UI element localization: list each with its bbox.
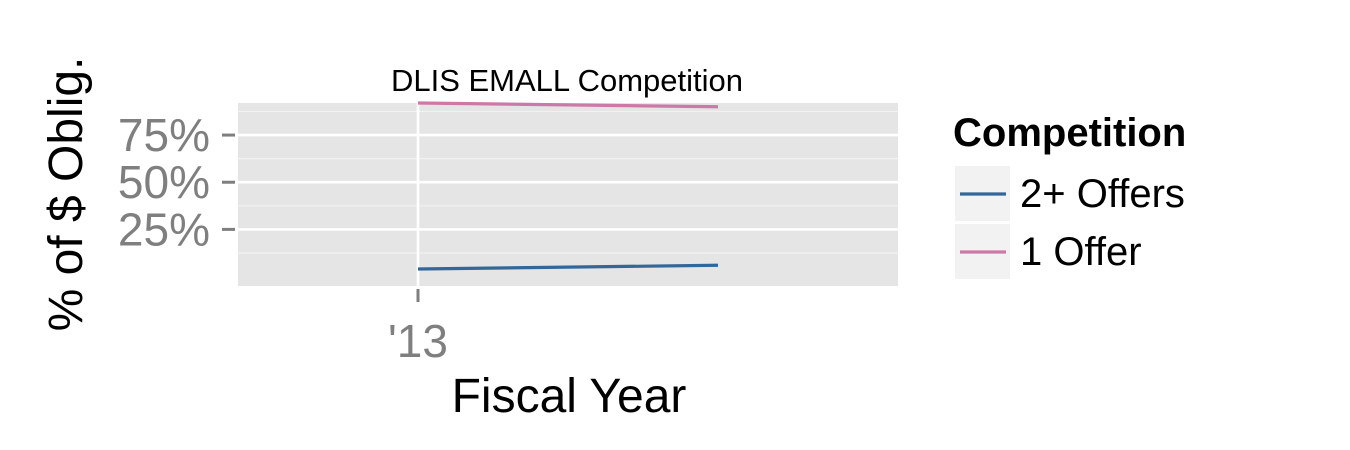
minor-grid xyxy=(238,110,898,254)
y-axis: 25%50%75% xyxy=(118,109,235,255)
y-tick-label: 25% xyxy=(118,203,210,255)
x-axis-label: Fiscal Year xyxy=(452,370,687,423)
y-tick-label: 75% xyxy=(118,109,210,161)
y-tick-label: 50% xyxy=(118,156,210,208)
y-axis-label: % of $ Oblig. xyxy=(40,57,93,332)
legend-title: Competition xyxy=(953,111,1186,155)
major-grid xyxy=(238,103,898,286)
series-lines xyxy=(417,101,719,271)
legend-label: 2+ Offers xyxy=(1020,172,1185,216)
legend: Competition 2+ Offers 1 Offer xyxy=(953,111,1186,279)
plot-panel xyxy=(238,103,898,286)
x-tick-label: '13 xyxy=(388,315,448,367)
series-line-single-offer xyxy=(417,101,719,109)
series-line-multi-offer xyxy=(417,263,719,271)
chart-title: DLIS EMALL Competition xyxy=(391,63,743,98)
x-axis: '13 xyxy=(388,289,448,367)
legend-label: 1 Offer xyxy=(1020,230,1142,274)
legend-items: 2+ Offers 1 Offer xyxy=(955,166,1185,279)
